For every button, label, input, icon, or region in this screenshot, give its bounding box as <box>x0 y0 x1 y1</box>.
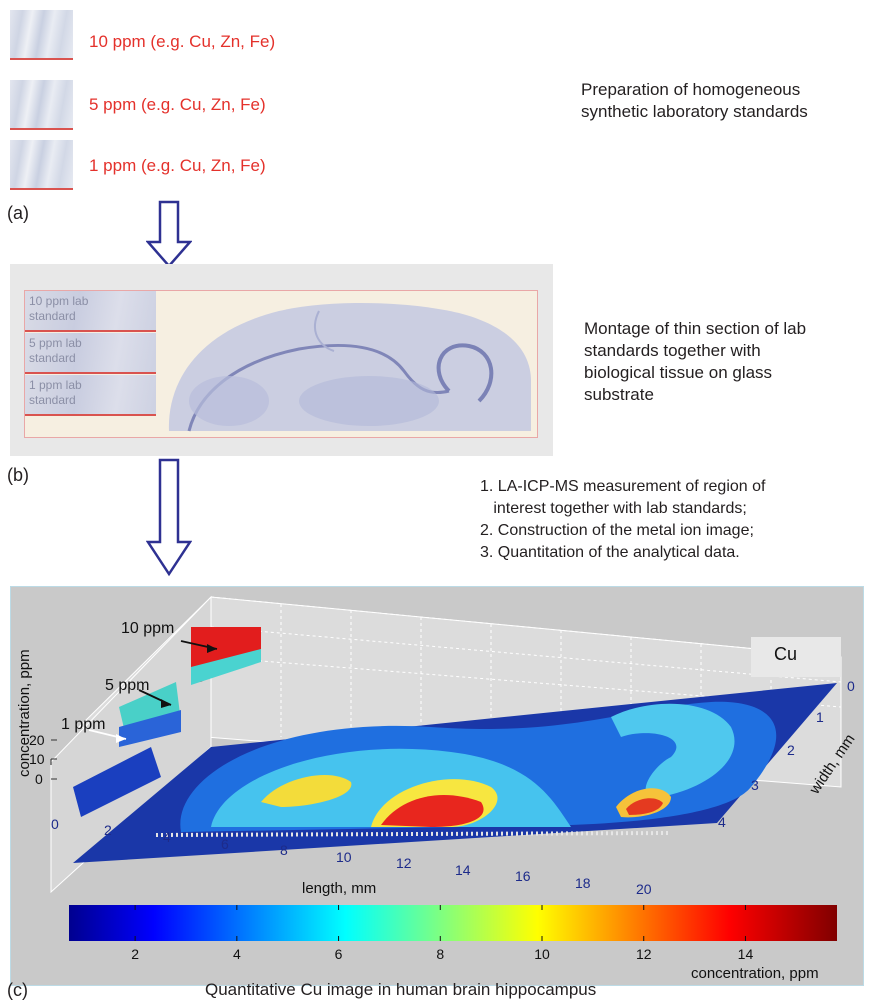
y-tick: 2 <box>787 742 795 758</box>
colorbar-tick-label: 10 <box>534 946 550 962</box>
process-step: 1. LA-ICP-MS measurement of region of <box>480 478 766 495</box>
colorbar-tick-label: 4 <box>233 946 241 962</box>
standard-swatch-5ppm <box>10 80 73 130</box>
x-tick: 6 <box>221 836 229 852</box>
lab-standard-5ppm: 5 ppm lab standard <box>25 333 156 374</box>
surface-plot-svg: 10 ppm 5 ppm 1 ppm Cu concentration, ppm… <box>16 595 859 982</box>
description-line: Montage of thin section of lab <box>584 319 807 338</box>
y-tick: 0 <box>847 678 855 694</box>
standard-label-5ppm: 5 ppm (e.g. Cu, Zn, Fe) <box>89 95 266 114</box>
x-tick: 10 <box>336 849 352 865</box>
z-tick: 10 <box>29 751 45 767</box>
brain-tissue-image <box>168 302 532 432</box>
cu-surface-plot: 10 ppm 5 ppm 1 ppm Cu concentration, ppm… <box>10 586 864 986</box>
element-label: Cu <box>774 644 797 664</box>
standard-swatch-10ppm <box>10 10 73 60</box>
x-tick: 4 <box>163 829 171 845</box>
x-tick: 8 <box>280 842 288 858</box>
x-tick: 0 <box>51 816 59 832</box>
colorbar <box>69 905 837 941</box>
figure-caption: Quantitative Cu image in human brain hip… <box>205 980 597 999</box>
panel-b-description: Montage of thin section of lab standards… <box>584 318 806 406</box>
colorbar-label: concentration, ppm <box>691 965 819 982</box>
colorbar-tick-label: 12 <box>636 946 652 962</box>
annotation-5ppm: 5 ppm <box>105 677 149 694</box>
standard-label-1ppm: 1 ppm (e.g. Cu, Zn, Fe) <box>89 156 266 175</box>
x-tick: 12 <box>396 855 412 871</box>
colorbar-tick-label: 6 <box>335 946 343 962</box>
montage-glass-slide: 10 ppm lab standard 5 ppm lab standard 1… <box>10 264 553 456</box>
y-tick: 4 <box>718 814 726 830</box>
process-step: interest together with lab standards; <box>480 500 747 517</box>
description-line: Preparation of homogeneous <box>581 80 801 99</box>
lab-standard-text: standard <box>29 393 76 407</box>
colorbar-tick-label: 2 <box>131 946 139 962</box>
lab-standard-text: standard <box>29 309 76 323</box>
process-step: 3. Quantitation of the analytical data. <box>480 544 740 561</box>
down-arrow-icon <box>146 458 192 577</box>
annotation-10ppm: 10 ppm <box>121 620 174 637</box>
panel-a-description: Preparation of homogeneous synthetic lab… <box>581 79 808 123</box>
z-tick: 20 <box>29 732 45 748</box>
x-tick: 20 <box>636 881 652 897</box>
standard-label-10ppm: 10 ppm (e.g. Cu, Zn, Fe) <box>89 32 276 51</box>
montage-tissue-section: 10 ppm lab standard 5 ppm lab standard 1… <box>24 290 538 438</box>
x-tick: 18 <box>575 875 591 891</box>
colorbar-tick-label: 8 <box>436 946 444 962</box>
annotation-1ppm: 1 ppm <box>61 716 105 733</box>
x-axis-label: length, mm <box>302 880 376 897</box>
y-ticks: 0 1 2 3 4 <box>718 678 855 830</box>
panel-c-label: (c) <box>7 980 28 1000</box>
lab-standard-text: 5 ppm lab <box>29 336 82 350</box>
y-tick: 1 <box>816 709 824 725</box>
standard-swatch-1ppm <box>10 140 73 190</box>
lab-standard-1ppm: 1 ppm lab standard <box>25 375 156 416</box>
description-line: substrate <box>584 385 654 404</box>
x-ticks: 0 2 4 6 8 10 12 14 16 18 20 <box>51 816 652 897</box>
colorbar-ticks <box>134 905 746 941</box>
z-tick: 0 <box>35 771 43 787</box>
colorbar-tick-labels: 2 4 6 8 10 12 14 <box>131 946 753 962</box>
colorbar-tick-label: 14 <box>738 946 754 962</box>
lab-standard-text: 1 ppm lab <box>29 378 82 392</box>
lab-standard-text: 10 ppm lab <box>29 294 89 308</box>
standard-block-1ppm <box>73 747 161 817</box>
description-line: biological tissue on glass <box>584 363 773 382</box>
x-tick: 16 <box>515 868 531 884</box>
lab-standard-text: standard <box>29 351 76 365</box>
lab-standard-10ppm: 10 ppm lab standard <box>25 291 156 332</box>
process-step: 2. Construction of the metal ion image; <box>480 522 754 539</box>
y-tick: 3 <box>751 777 759 793</box>
panel-b-label: (b) <box>7 465 29 485</box>
x-tick: 2 <box>104 822 112 838</box>
down-arrow-icon <box>146 200 192 268</box>
description-line: standards together with <box>584 341 761 360</box>
x-tick: 14 <box>455 862 471 878</box>
process-steps: 1. LA-ICP-MS measurement of region of in… <box>480 476 765 564</box>
description-line: synthetic laboratory standards <box>581 102 808 121</box>
z-axis-label: concentration, ppm <box>16 649 33 777</box>
panel-a-label: (a) <box>7 203 29 223</box>
z-ticks: 20 10 0 <box>29 732 45 787</box>
